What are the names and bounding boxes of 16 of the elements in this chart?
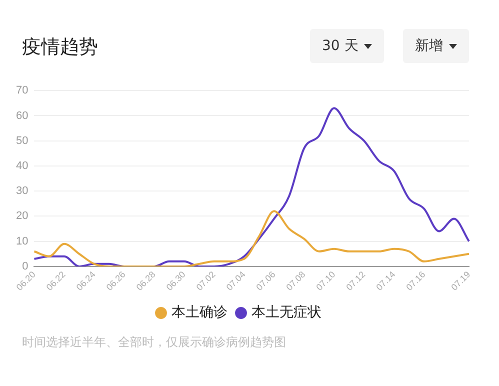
y-tick-label: 30 [16,185,28,198]
text: 新增 [415,37,443,55]
text: 30 天 [322,37,358,55]
y-tick-label: 20 [16,210,28,222]
y-tick-label: 40 [16,160,28,172]
legend-label: 本土确诊 [172,304,228,321]
line-series [33,210,470,266]
chart-title: 疫情趋势 [22,35,98,60]
legend-label: 本土无症状 [252,304,322,321]
line-series [33,107,470,266]
y-tick-label: 60 [16,110,28,122]
text: 时间选择近半年、全部时，仅展示确诊病例趋势图 [22,334,286,351]
y-tick-label: 50 [16,134,28,147]
y-tick-label: 0 [22,260,28,272]
y-tick-label: 10 [16,235,28,248]
y-tick-label: 70 [16,84,28,97]
